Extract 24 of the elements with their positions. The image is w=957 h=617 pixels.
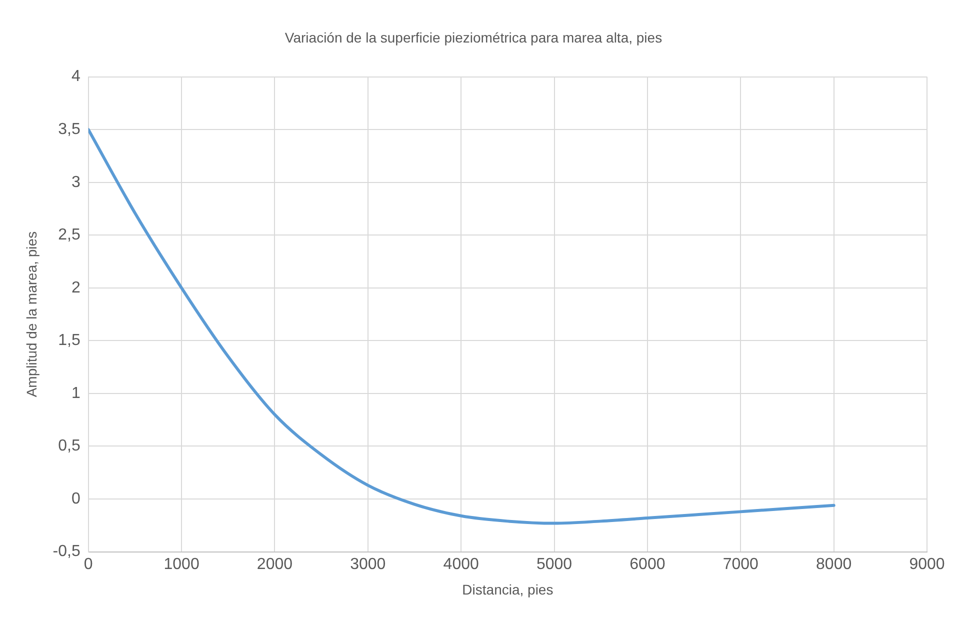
y-tick-label: 1 (71, 384, 80, 402)
x-tick-label: 5000 (536, 556, 572, 573)
y-axis-title: Amplitud de la marea, pies (23, 231, 40, 398)
y-tick-label: 3 (71, 174, 80, 191)
y-tick-label: 3,5 (58, 120, 80, 138)
x-tick-label: 6000 (630, 556, 666, 573)
y-tick-label: 1,5 (58, 332, 80, 350)
chart-title: Variación de la superficie pieziométrica para marea alta, pies (284, 29, 662, 46)
x-tick-label: 9000 (909, 556, 945, 573)
y-tick-label: -0,5 (52, 543, 80, 560)
y-tick-label: 0 (71, 490, 80, 508)
x-axis-title: Distancia, pies (462, 582, 554, 598)
x-tick-label: 3000 (350, 556, 386, 573)
x-tick-label: 4000 (443, 556, 479, 573)
y-tick-label: 2,5 (58, 226, 80, 244)
x-tick-label: 1000 (164, 556, 200, 573)
line-series (88, 128, 836, 525)
x-tick-label: 0 (84, 556, 93, 573)
x-tick-label: 8000 (816, 556, 852, 573)
y-tick-label: 4 (71, 68, 80, 86)
y-tick-label: 2 (71, 279, 80, 296)
x-tick-label: 2000 (256, 556, 293, 573)
x-tick-label: 7000 (722, 556, 759, 573)
y-tick-label: 0,5 (58, 438, 80, 455)
